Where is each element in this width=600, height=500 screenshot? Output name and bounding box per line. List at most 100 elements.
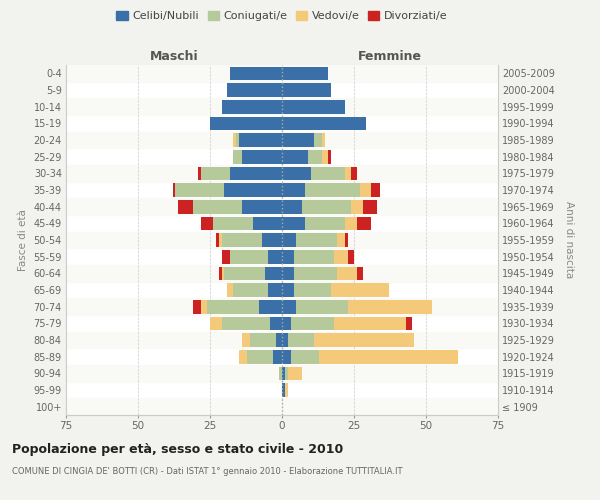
Bar [279, 366, 282, 380]
Bar [268, 283, 282, 297]
Bar [247, 350, 274, 364]
Bar [227, 283, 233, 297]
Bar [268, 250, 282, 264]
Bar [221, 233, 262, 247]
Bar [296, 300, 348, 314]
Bar [242, 150, 282, 164]
Bar [193, 300, 202, 314]
Bar [66, 332, 498, 348]
Bar [66, 298, 498, 315]
Bar [322, 133, 325, 147]
Bar [282, 350, 290, 364]
Bar [334, 250, 348, 264]
Bar [282, 116, 365, 130]
Bar [276, 333, 282, 347]
Bar [351, 200, 362, 213]
Bar [253, 216, 282, 230]
Bar [331, 283, 389, 297]
Bar [210, 116, 282, 130]
Bar [288, 366, 302, 380]
Bar [282, 250, 293, 264]
Text: COMUNE DI CINGIA DE' BOTTI (CR) - Dati ISTAT 1° gennaio 2010 - Elaborazione TUTT: COMUNE DI CINGIA DE' BOTTI (CR) - Dati I… [12, 468, 403, 476]
Y-axis label: Fasce di età: Fasce di età [18, 209, 28, 271]
Bar [199, 166, 202, 180]
Bar [282, 283, 293, 297]
Bar [285, 383, 288, 397]
Bar [282, 366, 285, 380]
Bar [319, 350, 458, 364]
Bar [282, 183, 305, 197]
Bar [311, 166, 346, 180]
Bar [290, 316, 334, 330]
Bar [221, 250, 230, 264]
Bar [334, 316, 406, 330]
Bar [282, 83, 331, 97]
Legend: Celibi/Nubili, Coniugati/e, Vedovi/e, Divorziati/e: Celibi/Nubili, Coniugati/e, Vedovi/e, Di… [113, 8, 451, 24]
Bar [236, 133, 239, 147]
Bar [271, 316, 282, 330]
Bar [175, 183, 224, 197]
Bar [282, 200, 302, 213]
Bar [178, 200, 193, 213]
Bar [293, 266, 337, 280]
Bar [210, 316, 221, 330]
Bar [346, 233, 348, 247]
Bar [328, 150, 331, 164]
Bar [216, 233, 218, 247]
Bar [290, 350, 319, 364]
Bar [202, 216, 213, 230]
Bar [351, 166, 357, 180]
Bar [224, 183, 282, 197]
Bar [282, 300, 296, 314]
Bar [282, 166, 311, 180]
Bar [282, 150, 308, 164]
Bar [250, 333, 276, 347]
Bar [230, 166, 282, 180]
Bar [218, 266, 221, 280]
Bar [66, 132, 498, 148]
Bar [282, 333, 288, 347]
Bar [274, 350, 282, 364]
Bar [346, 166, 351, 180]
Bar [233, 150, 242, 164]
Text: Popolazione per età, sesso e stato civile - 2010: Popolazione per età, sesso e stato civil… [12, 442, 343, 456]
Bar [296, 233, 337, 247]
Bar [282, 133, 314, 147]
Bar [357, 266, 362, 280]
Bar [322, 150, 328, 164]
Bar [202, 300, 207, 314]
Bar [239, 350, 247, 364]
Bar [285, 366, 288, 380]
Bar [348, 250, 354, 264]
Bar [282, 233, 296, 247]
Bar [337, 266, 357, 280]
Bar [348, 300, 432, 314]
Bar [288, 333, 314, 347]
Bar [242, 200, 282, 213]
Text: Femmine: Femmine [358, 50, 422, 62]
Bar [302, 200, 351, 213]
Bar [66, 232, 498, 248]
Bar [293, 250, 334, 264]
Bar [406, 316, 412, 330]
Bar [66, 265, 498, 281]
Bar [230, 66, 282, 80]
Bar [202, 166, 230, 180]
Bar [66, 198, 498, 215]
Bar [66, 365, 498, 382]
Bar [371, 183, 380, 197]
Bar [282, 66, 328, 80]
Bar [221, 266, 224, 280]
Bar [224, 266, 265, 280]
Bar [337, 233, 346, 247]
Bar [357, 216, 371, 230]
Bar [227, 83, 282, 97]
Bar [242, 333, 250, 347]
Bar [346, 216, 357, 230]
Bar [282, 383, 285, 397]
Bar [282, 266, 293, 280]
Bar [66, 398, 498, 415]
Bar [221, 100, 282, 114]
Bar [362, 200, 377, 213]
Bar [282, 100, 346, 114]
